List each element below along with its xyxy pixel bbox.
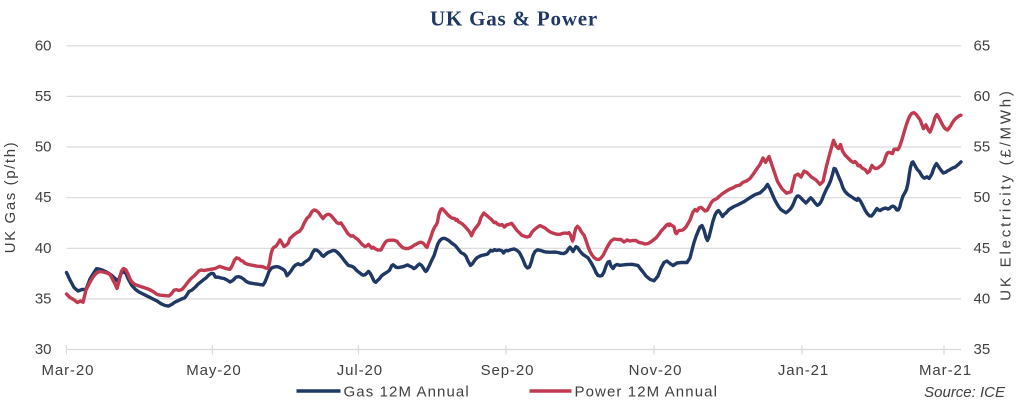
svg-text:45: 45 — [35, 189, 52, 206]
svg-text:60: 60 — [974, 88, 991, 105]
svg-text:Jul-20: Jul-20 — [337, 362, 383, 379]
svg-text:45: 45 — [974, 240, 991, 257]
svg-text:50: 50 — [974, 189, 991, 206]
svg-text:30: 30 — [35, 341, 52, 358]
svg-text:UK Gas (p/th): UK Gas (p/th) — [2, 141, 19, 254]
svg-text:60: 60 — [35, 37, 52, 54]
svg-text:Mar-20: Mar-20 — [41, 362, 94, 379]
svg-text:Jan-21: Jan-21 — [778, 362, 829, 379]
svg-text:Power 12M Annual: Power 12M Annual — [575, 384, 719, 401]
svg-text:40: 40 — [35, 240, 52, 257]
svg-text:55: 55 — [35, 88, 52, 105]
svg-text:Gas 12M Annual: Gas 12M Annual — [344, 384, 470, 401]
svg-text:35: 35 — [974, 341, 991, 358]
svg-text:Mar-21: Mar-21 — [919, 362, 972, 379]
svg-text:UK Gas & Power: UK Gas & Power — [430, 7, 598, 31]
svg-text:Sep-20: Sep-20 — [481, 362, 535, 379]
svg-text:55: 55 — [974, 139, 991, 156]
svg-text:35: 35 — [35, 290, 52, 307]
svg-text:40: 40 — [974, 290, 991, 307]
svg-text:May-20: May-20 — [186, 362, 241, 379]
svg-text:65: 65 — [974, 37, 991, 54]
svg-text:UK Electricity (£/MWh): UK Electricity (£/MWh) — [998, 88, 1015, 300]
svg-text:Nov-20: Nov-20 — [629, 362, 683, 379]
svg-text:Source: ICE: Source: ICE — [924, 384, 1006, 401]
svg-text:50: 50 — [35, 139, 52, 156]
